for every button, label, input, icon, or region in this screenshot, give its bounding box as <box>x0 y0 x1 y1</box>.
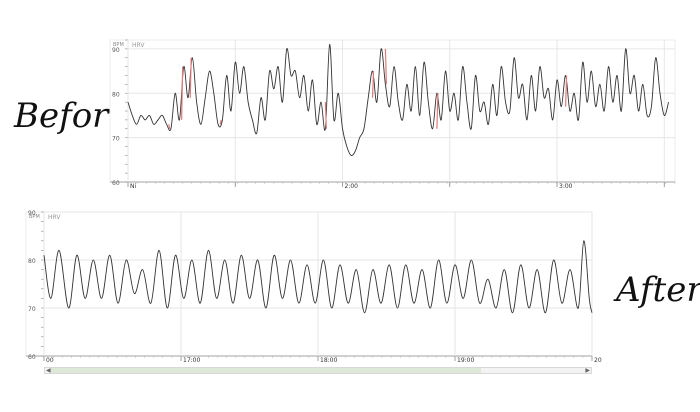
y-tick-label: 80 <box>112 91 120 98</box>
artifact-mark <box>384 48 388 85</box>
y-tick-label: 80 <box>28 258 36 265</box>
hrv-series-line <box>43 240 593 314</box>
y-axis-label: BPM <box>113 42 124 48</box>
artifact-mark <box>189 57 192 98</box>
artifact-mark <box>168 124 171 129</box>
x-tick-label: 00 <box>46 357 54 364</box>
y-tick-label: 90 <box>28 210 36 217</box>
x-tick-label: 19:00 <box>457 357 474 364</box>
plot-frame <box>109 39 676 183</box>
x-tick-label: 20 <box>594 357 602 364</box>
y-tick-label: 90 <box>112 47 120 54</box>
hrv-series-line <box>127 43 669 156</box>
y-axis-label: BPM <box>29 214 40 220</box>
y-tick-label: 70 <box>28 306 36 313</box>
x-tick-label: 18:00 <box>320 357 337 364</box>
x-tick-label: 3:00 <box>559 183 573 190</box>
artifact-mark <box>219 119 222 125</box>
series-label: HRV <box>48 214 61 221</box>
chart-panel-0: 60 70 80 90 Ni 2:00 3:00 BPM HRV <box>109 39 676 190</box>
timeline-scrollbar[interactable]: ◀ ▶ <box>44 367 592 374</box>
x-tick-label: 2:00 <box>345 183 359 190</box>
chart-panel-1: 60 70 80 90 00 17:00 18:00 19:00 20 BPM HRV <box>25 210 602 364</box>
x-tick-label: 17:00 <box>183 357 200 364</box>
before-label: Before <box>14 96 129 136</box>
artifact-mark <box>436 93 439 129</box>
artifact-mark <box>324 102 327 129</box>
x-tick-label: Ni <box>130 183 136 190</box>
plot-frame <box>25 211 593 357</box>
scroll-left-icon[interactable]: ◀ <box>46 367 51 374</box>
artifact-mark <box>565 75 568 107</box>
scrollbar-thumb[interactable] <box>51 368 481 373</box>
y-tick-label: 70 <box>112 136 120 143</box>
artifact-mark <box>181 66 184 120</box>
artifact-mark <box>371 71 375 98</box>
y-tick-label: 60 <box>28 354 36 361</box>
scroll-right-icon[interactable]: ▶ <box>585 367 590 374</box>
y-tick-label: 60 <box>112 180 120 187</box>
series-label: HRV <box>132 42 145 49</box>
after-label: After <box>616 270 700 310</box>
